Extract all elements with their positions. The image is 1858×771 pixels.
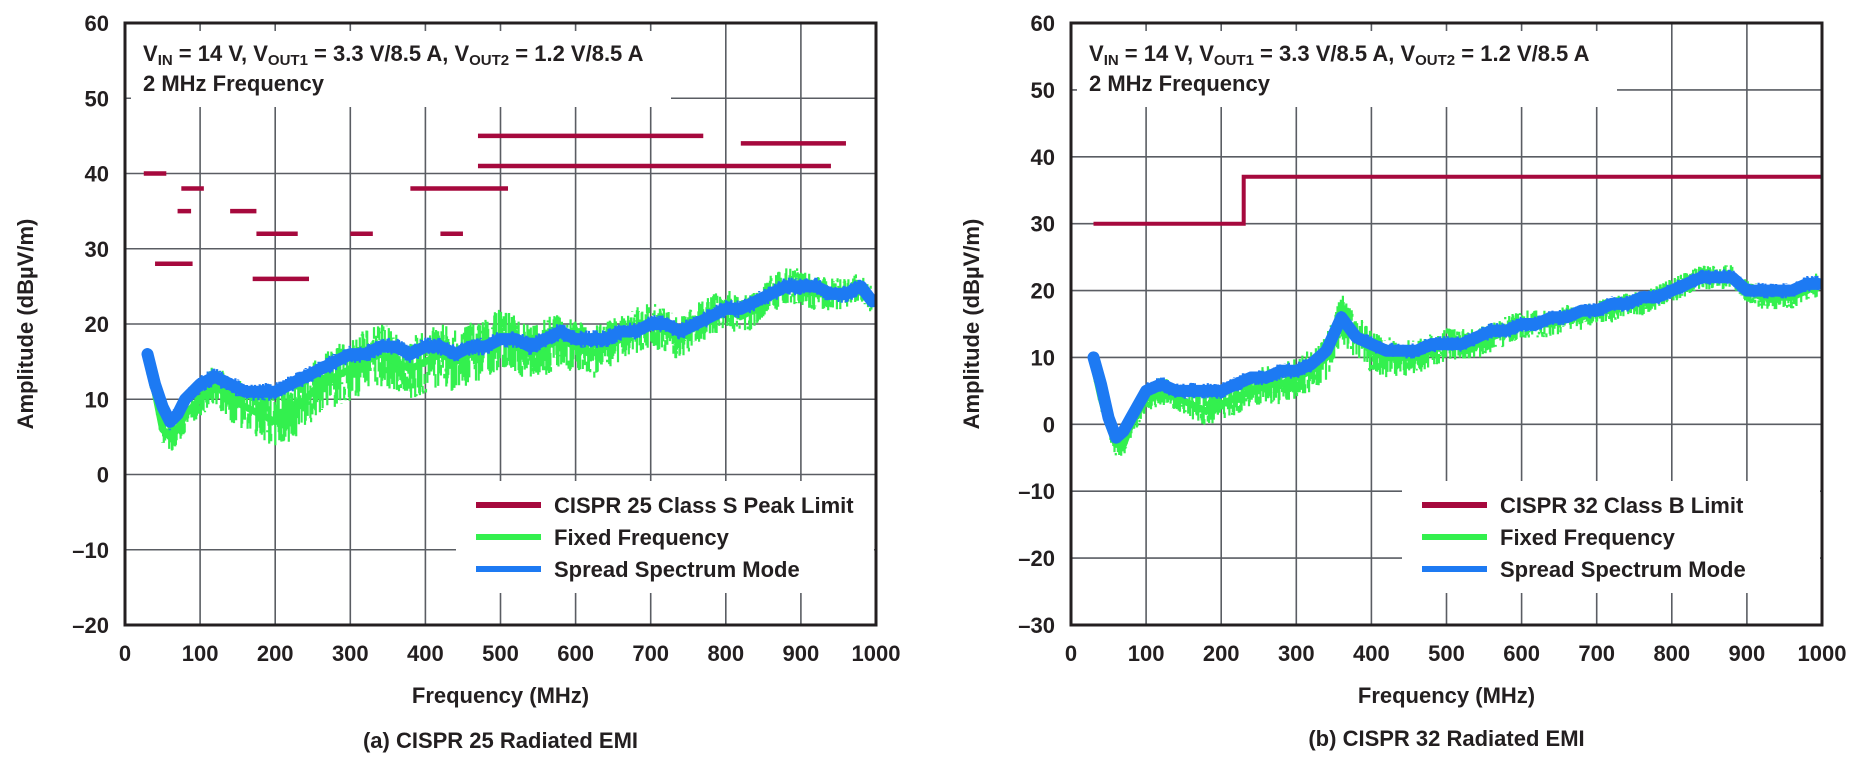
x-tick-label: 700 xyxy=(1578,641,1615,666)
series-spread-spectrum-mode xyxy=(1087,269,1822,444)
x-tick-label: 600 xyxy=(1503,641,1540,666)
legend: CISPR 32 Class B Limit Fixed Frequency Spr… xyxy=(1402,481,1820,593)
panel-caption: (b) CISPR 32 Radiated EMI xyxy=(1308,726,1584,751)
x-tick-label: 0 xyxy=(1065,641,1077,666)
annotation: VIN = 14 V, VOUT1 = 3.3 V/8.5 A, VOUT2 =… xyxy=(131,31,671,107)
x-tick-label: 100 xyxy=(1128,641,1165,666)
x-tick-label: 100 xyxy=(182,641,219,666)
y-axis-label: Amplitude (dBµV/m) xyxy=(13,219,38,430)
legend-label: CISPR 25 Class S Peak Limit xyxy=(554,493,854,518)
x-axis-label: Frequency (MHz) xyxy=(412,683,589,708)
x-tick-label: 500 xyxy=(482,641,519,666)
y-tick-label: –20 xyxy=(72,613,109,638)
y-tick-label: –10 xyxy=(1018,479,1055,504)
x-tick-label: 1000 xyxy=(852,641,901,666)
annotation-text: V xyxy=(1089,41,1104,66)
annotation-subscript: OUT1 xyxy=(268,52,308,69)
y-tick-label: 0 xyxy=(97,463,109,488)
x-tick-label: 800 xyxy=(707,641,744,666)
legend-label: Spread Spectrum Mode xyxy=(1500,557,1746,582)
x-tick-label: 800 xyxy=(1653,641,1690,666)
annotation-text: V xyxy=(143,41,158,66)
annotation-line-1: VIN = 14 V, VOUT1 = 3.3 V/8.5 A, VOUT2 =… xyxy=(1089,41,1590,69)
x-tick-label: 300 xyxy=(332,641,369,666)
y-tick-label: 50 xyxy=(1031,78,1055,103)
legend: CISPR 25 Class S Peak Limit Fixed Frequen… xyxy=(456,481,874,593)
annotation-line-2: 2 MHz Frequency xyxy=(1089,71,1271,96)
y-tick-label: 10 xyxy=(1031,345,1055,370)
annotation-line-2: 2 MHz Frequency xyxy=(143,71,325,96)
series-spread-spectrum-mode xyxy=(141,277,876,431)
x-tick-label: 0 xyxy=(119,641,131,666)
series-cispr-25-class-s-peak-limit xyxy=(143,133,846,282)
trace-core xyxy=(141,280,876,428)
y-tick-label: –10 xyxy=(72,538,109,563)
annotation-text: = 14 V, V xyxy=(173,41,269,66)
y-tick-label: 60 xyxy=(85,11,109,36)
series-cispr-32-class-b-limit xyxy=(1093,174,1822,226)
plot-frame xyxy=(1069,21,1824,627)
annotation-text: = 1.2 V/8.5 A xyxy=(1455,41,1589,66)
tick-labels: 0 100 200 300 400 500 600 700 800 900 100060504030… xyxy=(72,11,900,666)
annotation: VIN = 14 V, VOUT1 = 3.3 V/8.5 A, VOUT2 =… xyxy=(1077,31,1617,107)
x-tick-label: 900 xyxy=(1729,641,1766,666)
y-tick-label: 10 xyxy=(85,387,109,412)
annotation-subscript: OUT1 xyxy=(1214,52,1254,69)
annotation-subscript: OUT2 xyxy=(469,52,509,69)
plot-frame xyxy=(123,21,878,627)
x-tick-label: 700 xyxy=(632,641,669,666)
plot-area xyxy=(141,133,876,451)
y-tick-label: 30 xyxy=(85,237,109,262)
trace-core xyxy=(1087,271,1822,444)
y-tick-label: 20 xyxy=(1031,279,1055,304)
y-tick-label: 20 xyxy=(85,312,109,337)
x-tick-label: 900 xyxy=(783,641,820,666)
x-tick-label: 600 xyxy=(557,641,594,666)
x-axis-label: Frequency (MHz) xyxy=(1358,683,1535,708)
plot-area xyxy=(1087,174,1822,456)
trace-band xyxy=(1092,265,1820,456)
annotation-text: = 3.3 V/8.5 A, V xyxy=(1254,41,1416,66)
panel-caption: (a) CISPR 25 Radiated EMI xyxy=(363,728,638,753)
y-tick-label: 0 xyxy=(1043,412,1055,437)
x-tick-label: 300 xyxy=(1278,641,1315,666)
y-tick-label: –30 xyxy=(1018,613,1055,638)
tick-labels: 0 100 200 300 400 500 600 700 800 900 100060504030… xyxy=(1018,11,1846,666)
legend-label: CISPR 32 Class B Limit xyxy=(1500,493,1744,518)
x-tick-label: 200 xyxy=(1203,641,1240,666)
chart-panel-a: 0 100 200 300 400 500 600 700 800 900 100060504030… xyxy=(13,11,900,753)
y-tick-label: –20 xyxy=(1018,546,1055,571)
x-tick-label: 400 xyxy=(407,641,444,666)
annotation-subscript: IN xyxy=(158,52,173,69)
annotation-text: = 14 V, V xyxy=(1119,41,1215,66)
x-tick-label: 200 xyxy=(257,641,294,666)
legend-label: Fixed Frequency xyxy=(554,525,730,550)
y-tick-label: 40 xyxy=(1031,145,1055,170)
annotation-background xyxy=(1077,31,1617,107)
annotation-text: = 3.3 V/8.5 A, V xyxy=(308,41,470,66)
legend-label: Fixed Frequency xyxy=(1500,525,1676,550)
limit-line xyxy=(1093,174,1822,226)
annotation-text: = 1.2 V/8.5 A xyxy=(509,41,643,66)
x-tick-label: 400 xyxy=(1353,641,1390,666)
series-fixed-frequency xyxy=(1090,265,1822,456)
y-tick-label: 40 xyxy=(85,162,109,187)
y-tick-label: 60 xyxy=(1031,11,1055,36)
annotation-line-1: VIN = 14 V, VOUT1 = 3.3 V/8.5 A, VOUT2 =… xyxy=(143,41,644,69)
annotation-subscript: OUT2 xyxy=(1415,52,1455,69)
legend-label: Spread Spectrum Mode xyxy=(554,557,800,582)
annotation-subscript: IN xyxy=(1104,52,1119,69)
y-tick-label: 30 xyxy=(1031,212,1055,237)
chart-panel-b: 0 100 200 300 400 500 600 700 800 900 100060504030… xyxy=(959,11,1846,751)
y-tick-label: 50 xyxy=(85,86,109,111)
annotation-background xyxy=(131,31,671,107)
x-tick-label: 500 xyxy=(1428,641,1465,666)
y-axis-label: Amplitude (dBµV/m) xyxy=(959,219,984,430)
x-tick-label: 1000 xyxy=(1798,641,1847,666)
